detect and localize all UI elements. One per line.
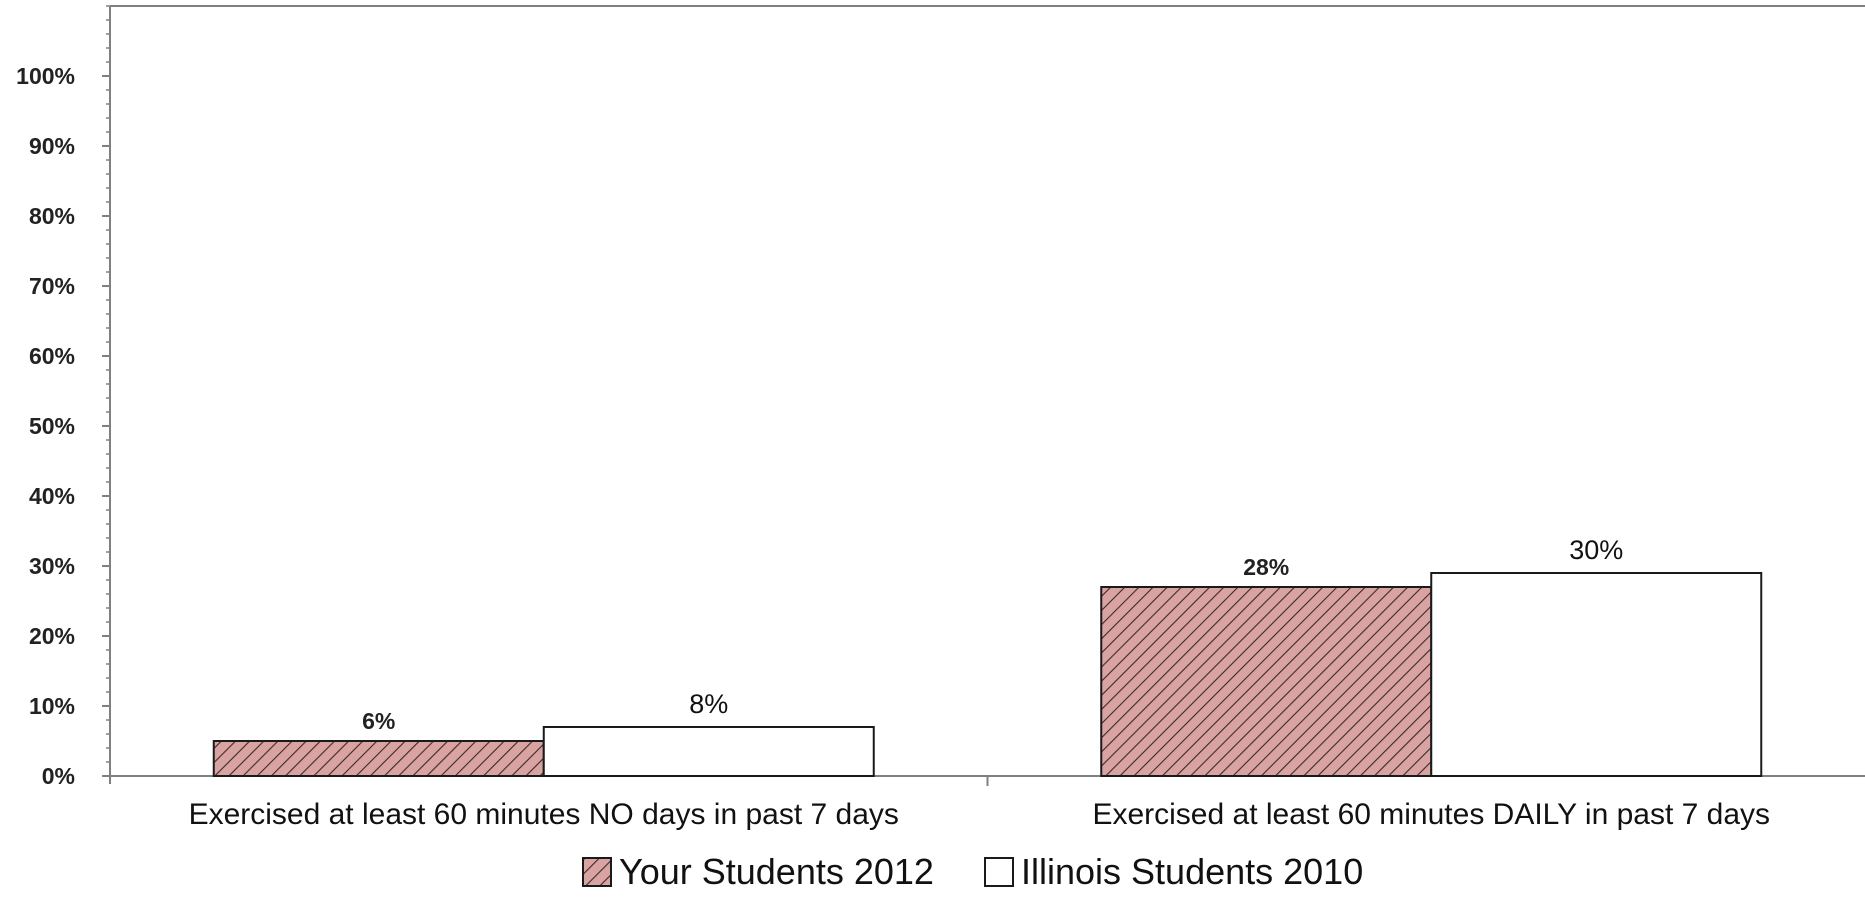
data-label: 6%: [362, 708, 395, 734]
y-tick-label: 30%: [29, 553, 75, 579]
bar: [542, 726, 875, 777]
y-tick-label: 100%: [16, 63, 75, 89]
legend: Your Students 2012 Illinois Students 2010: [582, 851, 1363, 892]
y-tick-label: 90%: [29, 133, 75, 159]
y-tick-label: 40%: [29, 483, 75, 509]
y-tick-label: 50%: [29, 413, 75, 439]
data-label: 8%: [689, 689, 728, 719]
legend-label: Illinois Students 2010: [1021, 851, 1363, 892]
legend-swatch-illinois-students: [984, 857, 1014, 887]
bar: [1430, 572, 1763, 777]
bar: [1100, 586, 1433, 777]
y-tick-label: 80%: [29, 203, 75, 229]
x-category-label: Exercised at least 60 minutes DAILY in p…: [1092, 798, 1770, 831]
legend-swatch-your-students: [582, 857, 612, 887]
bar: [212, 740, 545, 777]
data-label: 28%: [1243, 554, 1289, 580]
data-labels: 6% 8% 28% 30%: [362, 535, 1623, 734]
y-tick-label: 60%: [29, 343, 75, 369]
data-label: 30%: [1569, 535, 1623, 565]
y-tick-label: 70%: [29, 273, 75, 299]
axes: 0% 10% 20% 30% 40% 50% 60% 70% 80% 90% 100% Exercis…: [16, 5, 1865, 831]
y-tick-label: 20%: [29, 623, 75, 649]
bars: [212, 572, 1763, 777]
x-category-label: Exercised at least 60 minutes NO days in…: [189, 798, 899, 831]
y-tick-label: 10%: [29, 693, 75, 719]
y-tick-label: 0%: [42, 763, 75, 789]
legend-label: Your Students 2012: [619, 851, 934, 892]
